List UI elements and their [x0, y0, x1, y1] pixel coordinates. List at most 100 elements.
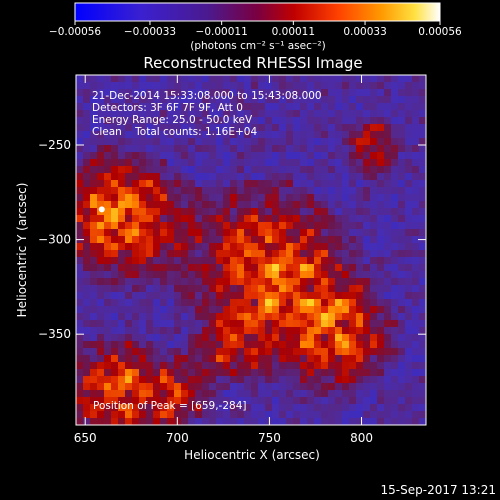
heatmap-cell [160, 201, 168, 209]
heatmap-cell [391, 131, 399, 139]
heatmap-cell [195, 117, 203, 125]
heatmap-cell [195, 404, 203, 412]
heatmap-cell [76, 390, 84, 398]
heatmap-cell [125, 96, 133, 104]
heatmap-cell [195, 299, 203, 307]
heatmap-cell [321, 89, 329, 97]
heatmap-cell [111, 131, 119, 139]
heatmap-cell [174, 285, 182, 293]
x-tick-label: 750 [258, 431, 281, 445]
heatmap-cell [342, 306, 350, 314]
heatmap-cell [125, 131, 133, 139]
heatmap-cell [111, 229, 119, 237]
heatmap-cell [293, 292, 301, 300]
heatmap-cell [363, 327, 371, 335]
heatmap-cell [216, 355, 224, 363]
heatmap-cell [223, 264, 231, 272]
heatmap-cell [419, 131, 426, 139]
heatmap-cell [335, 110, 343, 118]
heatmap-cell [335, 131, 343, 139]
heatmap-cell [307, 299, 315, 307]
heatmap-cell [111, 187, 119, 195]
heatmap-cell [398, 383, 406, 391]
heatmap-cell [419, 166, 426, 174]
heatmap-cell [153, 341, 161, 349]
heatmap-cell [237, 341, 245, 349]
heatmap-cell [398, 390, 406, 398]
heatmap-cell [377, 418, 385, 425]
heatmap-cell [230, 243, 238, 251]
heatmap-cell [125, 138, 133, 146]
heatmap-cell [202, 383, 210, 391]
heatmap-cell [97, 411, 105, 419]
heatmap-cell [384, 222, 392, 230]
heatmap-cell [307, 250, 315, 258]
heatmap-cell [391, 376, 399, 384]
heatmap-cell [209, 390, 217, 398]
heatmap-cell [125, 376, 133, 384]
heatmap-cell [356, 355, 364, 363]
heatmap-cell [90, 208, 98, 216]
heatmap-cell [307, 243, 315, 251]
heatmap-cell [251, 236, 259, 244]
heatmap-cell [244, 264, 252, 272]
heatmap-cell [258, 313, 266, 321]
heatmap-cell [279, 208, 287, 216]
heatmap-cell [419, 103, 426, 111]
heatmap-cell [272, 180, 280, 188]
heatmap-cell [181, 82, 189, 90]
heatmap-cell [265, 166, 273, 174]
heatmap-cell [188, 159, 196, 167]
heatmap-cell [237, 418, 245, 425]
heatmap-cell [384, 229, 392, 237]
heatmap-cell [76, 418, 84, 425]
heatmap-cell [384, 243, 392, 251]
heatmap-cell [342, 110, 350, 118]
heatmap-cell [181, 138, 189, 146]
heatmap-cell [307, 278, 315, 286]
heatmap-cell [125, 103, 133, 111]
heatmap-cell [237, 110, 245, 118]
heatmap-cell [160, 89, 168, 97]
heatmap-cell [216, 194, 224, 202]
heatmap-cell [307, 166, 315, 174]
heatmap-cell [286, 110, 294, 118]
heatmap-cell [146, 369, 154, 377]
heatmap-cell [118, 117, 126, 125]
heatmap-cell [342, 257, 350, 265]
heatmap-cell [307, 159, 315, 167]
heatmap-cell [202, 180, 210, 188]
heatmap-cell [405, 383, 413, 391]
heatmap-cell [244, 313, 252, 321]
heatmap-cell [384, 390, 392, 398]
heatmap-cell [251, 299, 259, 307]
heatmap-cell [314, 271, 322, 279]
heatmap-cell [111, 194, 119, 202]
heatmap-cell [111, 173, 119, 181]
heatmap-cell [391, 383, 399, 391]
heatmap-cell [258, 341, 266, 349]
heatmap-cell [384, 348, 392, 356]
heatmap-cell [314, 313, 322, 321]
heatmap-cell [251, 383, 259, 391]
heatmap-cell [132, 103, 140, 111]
heatmap-cell [132, 131, 140, 139]
heatmap-cell [174, 299, 182, 307]
heatmap-cell [83, 397, 91, 405]
heatmap-cell [356, 264, 364, 272]
heatmap-cell [146, 236, 154, 244]
heatmap-cell [188, 362, 196, 370]
heatmap-cell [307, 187, 315, 195]
heatmap-cell [419, 334, 426, 342]
chart-title: Reconstructed RHESSI Image [143, 54, 362, 72]
heatmap-cell [202, 376, 210, 384]
heatmap-cell [307, 208, 315, 216]
heatmap-cell [209, 355, 217, 363]
heatmap-cell [251, 75, 259, 83]
heatmap-cell [321, 250, 329, 258]
heatmap-cell [118, 348, 126, 356]
heatmap-cell [363, 334, 371, 342]
heatmap-cell [314, 75, 322, 83]
heatmap-cell [209, 250, 217, 258]
heatmap-cell [398, 376, 406, 384]
